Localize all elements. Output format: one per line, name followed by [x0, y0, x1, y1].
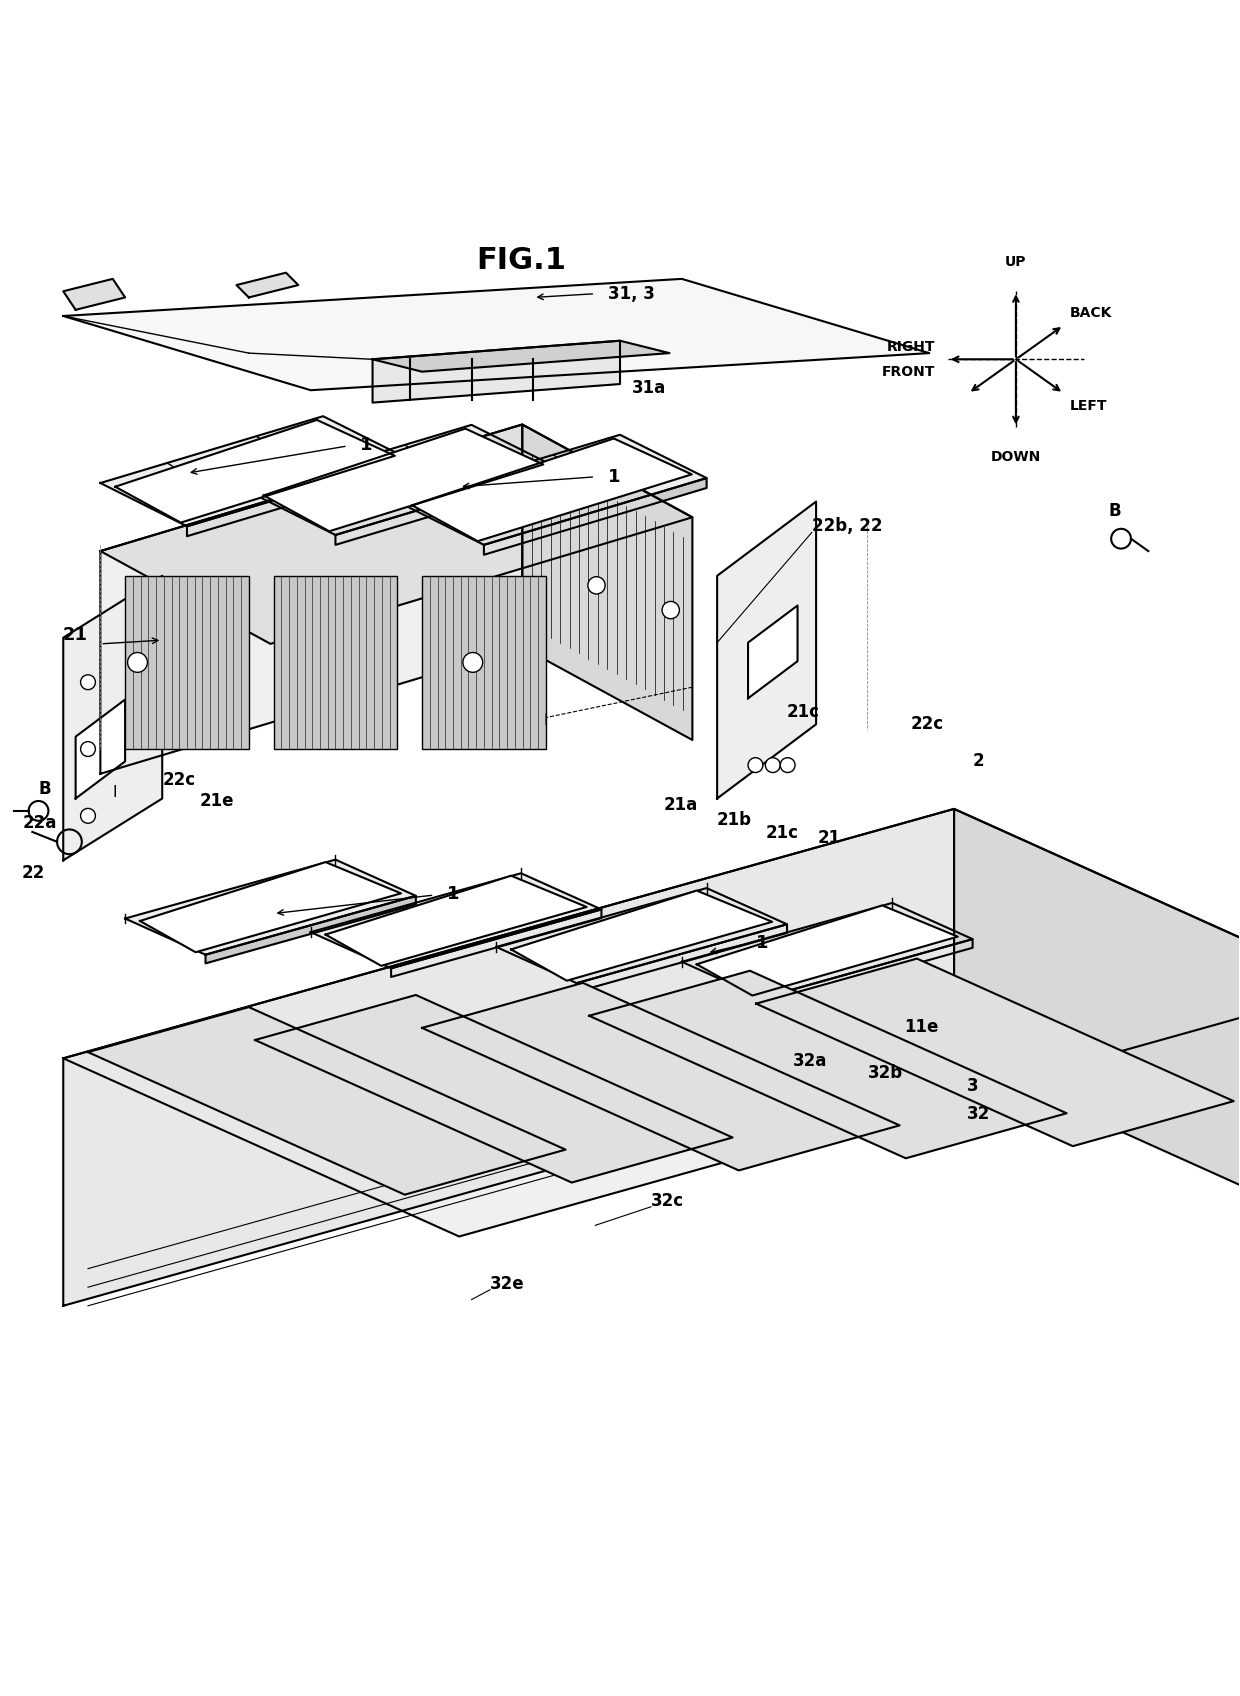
Polygon shape [412, 439, 692, 541]
Circle shape [765, 758, 780, 773]
Polygon shape [63, 577, 162, 860]
Polygon shape [484, 478, 707, 555]
Text: I: I [113, 785, 118, 801]
Circle shape [662, 602, 680, 619]
Polygon shape [397, 434, 707, 544]
Text: 21c: 21c [766, 824, 799, 843]
Polygon shape [264, 429, 543, 531]
Polygon shape [372, 341, 620, 402]
Text: DOWN: DOWN [991, 449, 1042, 463]
Text: 31a: 31a [632, 378, 667, 397]
Polygon shape [522, 424, 692, 739]
Text: B: B [38, 780, 51, 797]
Polygon shape [88, 1007, 565, 1194]
Polygon shape [422, 984, 899, 1170]
Text: 2: 2 [972, 753, 985, 770]
Polygon shape [336, 468, 558, 544]
Text: 22b, 22: 22b, 22 [812, 517, 883, 536]
Text: UP: UP [1006, 254, 1027, 270]
Polygon shape [577, 924, 787, 992]
Circle shape [463, 653, 482, 672]
Text: 32e: 32e [490, 1274, 525, 1292]
Bar [125, 577, 249, 750]
Polygon shape [206, 895, 415, 963]
Polygon shape [954, 809, 1240, 1235]
Polygon shape [589, 970, 1066, 1158]
Text: I: I [544, 712, 548, 728]
Text: B: B [1109, 502, 1121, 521]
Polygon shape [187, 460, 409, 536]
Polygon shape [115, 421, 394, 522]
Text: 1: 1 [608, 468, 620, 485]
Text: 22c: 22c [162, 772, 196, 789]
Text: 32c: 32c [651, 1192, 684, 1209]
Polygon shape [682, 902, 972, 997]
Text: RIGHT: RIGHT [887, 339, 935, 354]
Polygon shape [511, 890, 773, 980]
Text: 1: 1 [756, 934, 769, 951]
Text: 21c: 21c [787, 702, 820, 721]
Circle shape [81, 809, 95, 823]
Text: 21e: 21e [200, 792, 234, 811]
Text: 21: 21 [63, 626, 88, 644]
Polygon shape [100, 416, 409, 526]
Polygon shape [63, 278, 929, 390]
Polygon shape [140, 862, 401, 951]
Text: 11e: 11e [904, 1018, 939, 1036]
Polygon shape [326, 875, 587, 965]
Polygon shape [763, 940, 972, 1007]
Circle shape [81, 675, 95, 690]
Text: FIG.1: FIG.1 [476, 246, 565, 275]
Polygon shape [63, 278, 125, 310]
Polygon shape [63, 809, 1240, 1236]
Text: 32a: 32a [794, 1052, 827, 1070]
Text: 21: 21 [818, 829, 841, 846]
Polygon shape [748, 605, 797, 699]
Text: 21a: 21a [663, 795, 698, 814]
Polygon shape [100, 424, 692, 644]
Polygon shape [255, 996, 733, 1182]
Text: BACK: BACK [1070, 305, 1112, 321]
Circle shape [748, 758, 763, 773]
Polygon shape [717, 502, 816, 799]
Text: FRONT: FRONT [882, 365, 935, 378]
Text: 22a: 22a [22, 814, 57, 833]
Text: LEFT: LEFT [1070, 399, 1107, 412]
Text: 32: 32 [966, 1106, 990, 1123]
Polygon shape [237, 273, 299, 297]
Text: 21b: 21b [717, 811, 751, 829]
Polygon shape [125, 860, 415, 955]
Text: 22: 22 [21, 863, 45, 882]
Bar [274, 577, 397, 750]
Polygon shape [496, 889, 787, 984]
Text: 22c: 22c [910, 716, 944, 733]
Polygon shape [311, 873, 601, 968]
Polygon shape [100, 424, 522, 773]
Polygon shape [76, 699, 125, 799]
Polygon shape [372, 341, 670, 371]
Text: 3: 3 [966, 1077, 978, 1094]
Polygon shape [391, 909, 601, 977]
Polygon shape [63, 809, 954, 1306]
Bar [422, 577, 546, 750]
Circle shape [780, 758, 795, 773]
Text: 1: 1 [446, 885, 459, 902]
Circle shape [81, 741, 95, 756]
Polygon shape [756, 958, 1234, 1146]
Polygon shape [697, 906, 957, 996]
Circle shape [128, 653, 148, 672]
Text: 32b: 32b [868, 1063, 903, 1082]
Polygon shape [249, 426, 558, 534]
Text: 1: 1 [360, 436, 373, 453]
Circle shape [588, 577, 605, 594]
Text: 31, 3: 31, 3 [608, 285, 655, 302]
